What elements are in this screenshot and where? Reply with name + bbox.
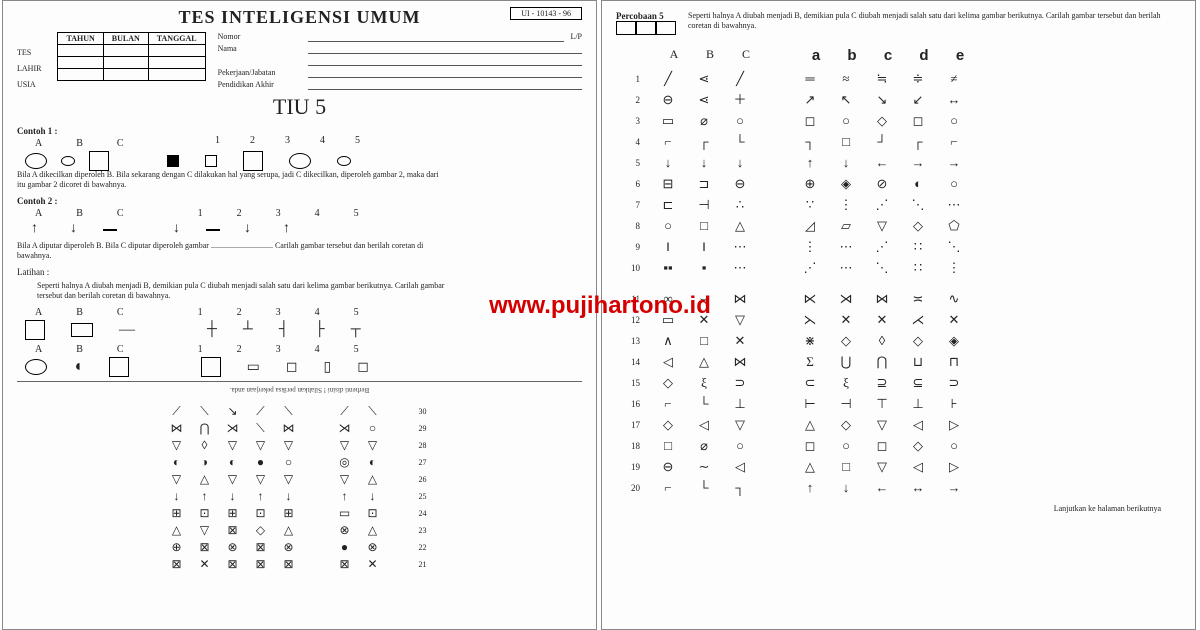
latihan-row1: — ┼ ┴ ┤ ├ ┬ [25, 320, 582, 340]
question-row: 5↓↓↓↑↓←→→ [616, 152, 1181, 173]
contoh1-text: Bila A dikecilkan diperoleh B. Bila seka… [17, 170, 447, 190]
form-code: UI - 10143 - 96 [510, 7, 582, 20]
shape-square [89, 151, 109, 171]
lbl-lahir: LAHIR [17, 62, 41, 76]
shape-oval-small [61, 156, 75, 166]
percobaan-boxes [616, 21, 676, 35]
tiu5-title: TIU 5 [17, 94, 582, 120]
question-row: 1╱⋖╱═≈≒≑≠ [616, 68, 1181, 89]
question-row: 7⊏⊣∴∵⋮⋰⋱⋯ [616, 194, 1181, 215]
latihan-row2: ◖ ▭ ◻ ▯ ◻ [25, 357, 582, 377]
header-row: TES LAHIR USIA TAHUN BULAN TANGGAL Nomor… [17, 32, 582, 92]
arrow-down: ↓ [70, 221, 77, 237]
shape-sq-sm [205, 155, 217, 167]
lbl-tes: TES [17, 46, 41, 60]
answer-row: ⋈⋂⋊⟍⋈⋊○ 29 [167, 421, 433, 435]
answer-row: △▽⊠◇△⊗△ 23 [167, 523, 433, 537]
answer-row: ⊠✕⊠⊠⊠⊠✕ 21 [167, 557, 433, 571]
question-row: 18□⌀○◻○◻◇○ [616, 435, 1181, 456]
arrow-up: ↑ [31, 221, 38, 237]
divider [17, 381, 582, 382]
bottom-answer-grid: ⟋⟍↘⟋⟍⟋⟍ 30 ⋈⋂⋊⟍⋈⋊○ 29 ▽◊▽▽▽▽▽ 28 ◐◑◐●○◎◐ 27… [17, 404, 582, 571]
answer-row: ▽△▽▽▽▽△ 26 [167, 472, 433, 486]
question-row: 20⌐└┐↑↓←↔→ [616, 477, 1181, 498]
footer-note: Lanjutkan ke halaman berikutnya [616, 504, 1161, 513]
upside-note: Berhenti disini ! Silahkan periksa peker… [17, 386, 582, 394]
answer-row: ◐◑◐●○◎◐ 27 [167, 455, 433, 469]
answer-row: ⊕⊠⊗⊠⊗●⊗ 22 [167, 540, 433, 554]
contoh2-text: Bila A diputar diperoleh B. Bila C diput… [17, 241, 447, 261]
th-tahun: TAHUN [58, 33, 103, 45]
question-row: 4⌐┌└┐□┘┌⌐ [616, 131, 1181, 152]
date-row-labels: TES LAHIR USIA [17, 32, 41, 92]
date-table: TAHUN BULAN TANGGAL [57, 32, 205, 81]
lbl-lp: L/P [570, 32, 582, 42]
main-title: TES INTELIGENSI UMUM [17, 7, 582, 28]
question-row: 11∞⌣⋈⋉⋊⋈≍∿ [616, 288, 1181, 309]
contoh2-shapes: ↑ ↓ ↓ ↓ ↑ [31, 221, 582, 237]
question-row: 15◇ξ⊃⊂ξ⊇⊆⊃ [616, 372, 1181, 393]
answer-row: ⊞⊡⊞⊡⊞▭⊡ 24 [167, 506, 433, 520]
percobaan-label: Percobaan 5 [616, 11, 676, 21]
arrow-down2: ↓ [173, 221, 180, 237]
question-row: 13∧□✕⋇◇◊◇◈ [616, 330, 1181, 351]
question-row: 17◇◁▽△◇▽◁▷ [616, 414, 1181, 435]
question-row: 12▭✕▽⋋✕✕⋌✕ [616, 309, 1181, 330]
th-tanggal: TANGGAL [148, 33, 205, 45]
shape-oval-sm2 [337, 156, 351, 166]
question-row: 16⌐└⊥⊢⊣⊤⊥⊦ [616, 393, 1181, 414]
right-page: Percobaan 5 Seperti halnya A diubah menj… [601, 0, 1196, 630]
date-table-block: TAHUN BULAN TANGGAL [57, 32, 205, 92]
arrow-up2: ↑ [283, 221, 290, 237]
lbl-nomor: Nomor [218, 32, 308, 42]
question-row: 19⊖∼◁△□▽◁▷ [616, 456, 1181, 477]
contoh1-nums: 1 2 3 4 5 [215, 135, 582, 146]
latihan-label: Latihan : [17, 267, 582, 277]
contoh2-label: Contoh 2 : [17, 196, 582, 206]
question-row: 8○□△◿▱▽◇⬠ [616, 215, 1181, 236]
shape-oval [25, 153, 47, 169]
th-bulan: BULAN [103, 33, 148, 45]
lbl-pekerjaan: Pekerjaan/Jabatan [218, 68, 308, 78]
latihan-abc: A B C 1 2 3 4 5 [35, 307, 582, 318]
percobaan-text: Seperti halnya A diubah menjadi B, demik… [688, 11, 1181, 35]
answer-row: ▽◊▽▽▽▽▽ 28 [167, 438, 433, 452]
lbl-usia: USIA [17, 78, 41, 92]
percobaan-header: Percobaan 5 Seperti halnya A diubah menj… [616, 11, 1181, 35]
shape-sq2 [243, 151, 263, 171]
shape-sq-fill [167, 155, 179, 167]
shape-oval2 [289, 153, 311, 169]
right-column-headers: A B C a b c d e [656, 47, 1181, 64]
question-row: 3▭⌀○◻○◇◻○ [616, 110, 1181, 131]
lbl-nama: Nama [218, 44, 308, 54]
lbl-pendidikan: Pendidikan Akhir [218, 80, 308, 90]
form-lines: Nomor L/P Nama Pekerjaan/Jabatan Pendidik… [218, 32, 582, 92]
answer-row: ↓↑↓↑↓↑↓ 25 [167, 489, 433, 503]
latihan-abc2: A B C 1 2 3 4 5 [35, 344, 582, 355]
arrow-down3: ↓ [244, 221, 251, 237]
question-row: 9‖‖⋯⋮⋯⋰∷⋱ [616, 236, 1181, 257]
answer-row: ⟋⟍↘⟋⟍⟋⟍ 30 [167, 404, 433, 418]
right-question-grid: 1╱⋖╱═≈≒≑≠2⊖⋖＋↗↖↘↙↔3▭⌀○◻○◇◻○4⌐┌└┐□┘┌⌐5↓↓↓… [616, 68, 1181, 498]
left-page: TES INTELIGENSI UMUM UI - 10143 - 96 TES… [2, 0, 597, 630]
question-row: 14◁△⋈Σ⋃⋂⊔⊓ [616, 351, 1181, 372]
question-row: 2⊖⋖＋↗↖↘↙↔ [616, 89, 1181, 110]
contoh2-abc: A B C 1 2 3 4 5 [35, 208, 582, 219]
question-row: 6⊟⊐⊖⊕◈⊘◐○ [616, 173, 1181, 194]
question-row: 10▪▪▪⋯⋰⋯⋱∷⋮ [616, 257, 1181, 278]
latihan-text: Seperti halnya A diubah menjadi B, demik… [37, 281, 467, 301]
